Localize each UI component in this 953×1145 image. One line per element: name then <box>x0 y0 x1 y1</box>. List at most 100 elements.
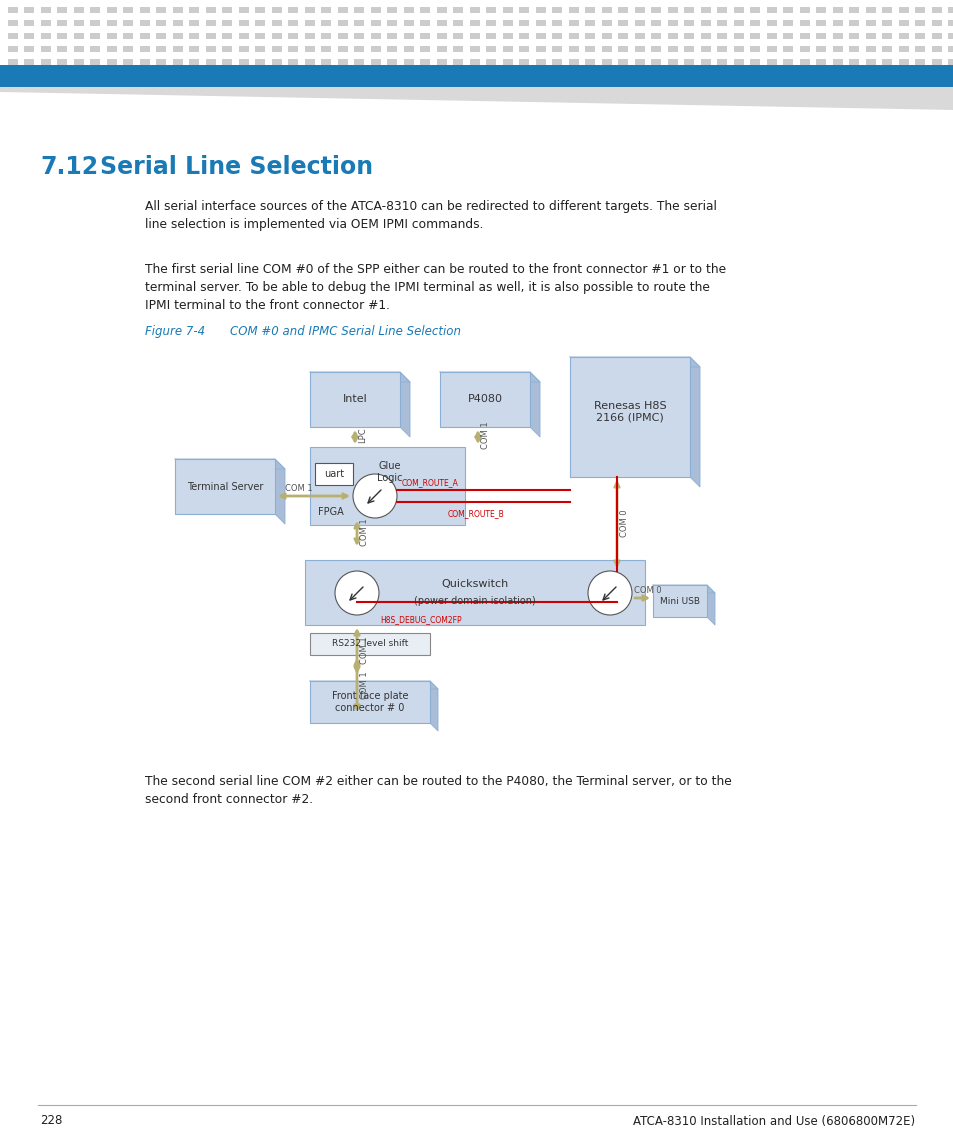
Bar <box>387 7 397 13</box>
Bar <box>371 7 380 13</box>
Bar <box>255 19 265 26</box>
Bar <box>321 19 331 26</box>
Bar <box>8 60 18 65</box>
Bar <box>420 19 430 26</box>
Bar <box>420 46 430 52</box>
Bar <box>156 19 167 26</box>
Text: The first serial line COM #0 of the SPP either can be routed to the front connec: The first serial line COM #0 of the SPP … <box>145 263 725 311</box>
Bar <box>172 33 183 39</box>
Text: COM 0: COM 0 <box>619 510 628 537</box>
Bar <box>91 19 100 26</box>
Text: P4080: P4080 <box>467 395 502 404</box>
Bar <box>420 60 430 65</box>
Bar <box>355 7 364 13</box>
Bar <box>569 357 689 477</box>
Bar <box>222 46 233 52</box>
Bar <box>371 19 380 26</box>
Bar <box>700 7 710 13</box>
Bar <box>25 19 34 26</box>
Bar <box>470 33 479 39</box>
Bar <box>387 60 397 65</box>
Circle shape <box>335 571 378 615</box>
Bar <box>700 60 710 65</box>
Bar <box>816 60 825 65</box>
Bar <box>239 46 249 52</box>
Bar <box>190 19 199 26</box>
Bar <box>502 19 513 26</box>
Text: COM #0 and IPMC Serial Line Selection: COM #0 and IPMC Serial Line Selection <box>230 325 460 338</box>
Bar <box>222 7 233 13</box>
Bar <box>439 372 530 427</box>
Bar <box>618 33 628 39</box>
Bar <box>519 60 529 65</box>
Bar <box>190 46 199 52</box>
Bar <box>865 46 875 52</box>
Bar <box>601 60 612 65</box>
Bar <box>601 33 612 39</box>
Bar <box>667 60 678 65</box>
Bar <box>684 46 694 52</box>
Bar <box>684 7 694 13</box>
Bar <box>800 60 809 65</box>
Bar <box>305 46 314 52</box>
Bar <box>190 7 199 13</box>
Bar <box>733 19 743 26</box>
Bar <box>288 33 298 39</box>
Bar <box>486 46 496 52</box>
Text: Front face plate
connector # 0: Front face plate connector # 0 <box>332 692 408 713</box>
Bar <box>355 19 364 26</box>
Bar <box>321 46 331 52</box>
Bar <box>782 33 793 39</box>
Bar <box>387 46 397 52</box>
Text: All serial interface sources of the ATCA-8310 can be redirected to different tar: All serial interface sources of the ATCA… <box>145 200 716 231</box>
Bar <box>310 633 430 655</box>
Bar <box>470 19 479 26</box>
Bar <box>651 19 660 26</box>
Bar <box>766 46 776 52</box>
Bar <box>123 33 133 39</box>
Bar <box>41 19 51 26</box>
Text: Renesas H8S
2166 (IPMC): Renesas H8S 2166 (IPMC) <box>593 401 665 423</box>
Bar <box>667 7 678 13</box>
Bar <box>57 7 68 13</box>
Polygon shape <box>0 87 953 110</box>
Bar <box>206 7 215 13</box>
Bar <box>140 7 150 13</box>
Bar <box>931 33 941 39</box>
Bar <box>314 463 353 485</box>
Bar <box>502 7 513 13</box>
Bar <box>536 33 545 39</box>
Bar <box>453 46 463 52</box>
Polygon shape <box>706 585 714 625</box>
Bar <box>651 46 660 52</box>
Bar <box>618 60 628 65</box>
Bar <box>898 60 908 65</box>
Bar <box>272 33 282 39</box>
Bar <box>107 46 117 52</box>
Bar <box>898 46 908 52</box>
Bar <box>337 33 348 39</box>
Bar <box>239 19 249 26</box>
Bar <box>684 33 694 39</box>
Bar <box>25 46 34 52</box>
Bar <box>190 60 199 65</box>
Bar <box>552 46 562 52</box>
Circle shape <box>587 571 631 615</box>
Bar <box>766 33 776 39</box>
Bar <box>272 46 282 52</box>
Polygon shape <box>530 372 539 437</box>
Bar <box>41 60 51 65</box>
Bar <box>8 33 18 39</box>
Bar <box>651 33 660 39</box>
Bar <box>915 33 924 39</box>
Bar <box>651 60 660 65</box>
Bar <box>321 7 331 13</box>
Bar <box>733 46 743 52</box>
Bar <box>222 19 233 26</box>
Text: COM 1: COM 1 <box>359 671 369 698</box>
Bar <box>403 19 414 26</box>
Bar <box>667 46 678 52</box>
Bar <box>91 60 100 65</box>
Bar <box>288 19 298 26</box>
Bar <box>848 46 859 52</box>
